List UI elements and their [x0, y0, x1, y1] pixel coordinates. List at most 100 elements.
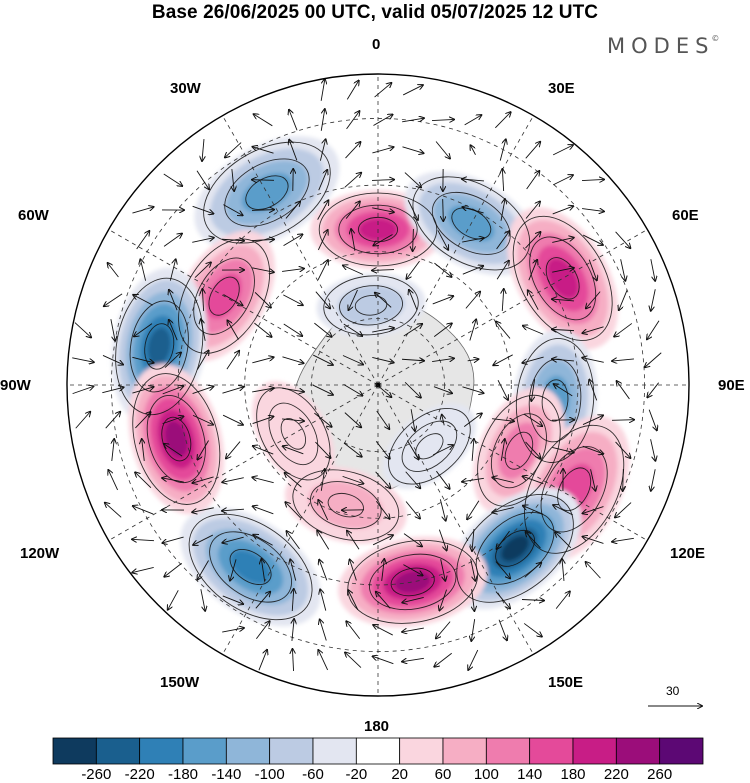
wind-arrow — [373, 625, 393, 636]
colorbar-tick-label: -260 — [81, 766, 112, 783]
wind-arrow — [317, 230, 327, 251]
wind-arrow — [222, 595, 243, 604]
stream-contour — [339, 285, 403, 326]
wind-arrow — [319, 139, 325, 161]
wind-arrow — [343, 323, 363, 336]
wind-arrow — [615, 502, 632, 518]
wind-arrow — [525, 232, 540, 249]
wind-arrow — [342, 475, 364, 483]
wind-arrow — [442, 415, 444, 426]
wind-arrow — [102, 387, 123, 394]
wind-arrow — [134, 323, 153, 337]
wind-arrow — [582, 234, 603, 245]
wind-arrow — [531, 379, 534, 401]
wind-arrow — [372, 535, 393, 546]
wind-arrow — [401, 359, 424, 361]
wind-arrow — [132, 567, 154, 572]
colorbar-swatch — [529, 737, 574, 765]
wind-arrow — [405, 501, 420, 518]
wind-arrow — [256, 621, 269, 640]
wind-arrow — [406, 260, 420, 279]
wind-arrow — [197, 560, 209, 579]
wind-arrow — [342, 355, 363, 365]
wind-arrow — [318, 500, 329, 521]
wind-arrow — [282, 269, 304, 272]
wind-arrow — [402, 627, 424, 632]
wind-arrow — [523, 326, 544, 335]
wind-arrow — [351, 229, 356, 251]
wind-arrow — [169, 320, 178, 341]
wind-arrow — [105, 503, 122, 518]
wind-arrow — [164, 444, 183, 457]
meridian-line — [222, 115, 379, 386]
wind-arrow — [502, 289, 503, 312]
stream-contour — [504, 431, 534, 470]
wind-arrow — [252, 180, 275, 181]
wind-arrow — [469, 319, 476, 341]
stream-contour — [477, 394, 561, 507]
stream-contour — [132, 373, 221, 505]
wind-arrow — [552, 299, 574, 301]
meridian-line — [222, 384, 379, 655]
wind-arrow — [132, 539, 155, 540]
wind-arrow — [376, 500, 389, 519]
lon-label-120w: 120W — [20, 545, 60, 562]
map-title: Base 26/06/2025 00 UTC, valid 05/07/2025… — [151, 2, 599, 23]
wind-arrow — [345, 142, 360, 159]
wind-arrow — [409, 290, 418, 311]
wind-arrow — [374, 83, 392, 98]
stream-contour — [390, 567, 435, 597]
wind-arrow — [74, 322, 91, 338]
wind-arrow — [261, 559, 264, 581]
wind-arrow — [226, 441, 241, 459]
wind-arrow — [562, 559, 564, 581]
wind-arrow — [222, 387, 243, 394]
wind-arrow — [142, 439, 145, 461]
colorbar-swatch — [659, 737, 704, 765]
wind-arrow — [197, 440, 209, 460]
colorbar-tick-label: -60 — [302, 766, 324, 783]
wind-arrow — [110, 319, 115, 341]
stream-contour — [524, 424, 625, 554]
wind-arrow — [440, 559, 446, 581]
meridian-line — [108, 384, 379, 541]
wind-arrow — [227, 320, 239, 340]
wind-arrow — [651, 289, 656, 311]
wind-arrow — [376, 592, 391, 609]
wind-arrow — [252, 147, 274, 154]
wind-arrow — [345, 652, 362, 668]
stream-contour — [388, 407, 471, 485]
wind-arrow — [523, 476, 544, 485]
anomaly-cell — [501, 535, 530, 562]
stream-contour — [144, 323, 175, 370]
wind-arrow — [402, 118, 424, 123]
wind-arrow — [162, 416, 184, 425]
wind-arrow — [472, 439, 474, 461]
wind-arrow — [136, 231, 150, 250]
wind-arrow — [582, 415, 603, 425]
wind-arrow — [253, 446, 274, 455]
wind-arrow — [283, 323, 302, 336]
stream-contour — [347, 539, 479, 624]
wind-arrow — [290, 559, 297, 581]
wind-arrow — [463, 413, 482, 427]
stream-contour — [203, 141, 331, 244]
wind-arrow — [283, 446, 304, 455]
wind-arrow — [525, 142, 540, 159]
wind-arrow — [375, 471, 391, 488]
wind-arrow — [470, 559, 476, 580]
wind-arrow — [431, 119, 454, 120]
stream-contour — [115, 277, 204, 416]
wind-arrow — [528, 260, 537, 281]
wind-arrow — [108, 470, 119, 491]
wind-arrow — [253, 535, 273, 546]
wind-arrow — [432, 358, 454, 361]
wind-arrow — [344, 412, 361, 428]
wind-arrow — [555, 591, 570, 609]
wind-arrow — [438, 529, 446, 551]
lon-label-30w: 30W — [170, 80, 201, 97]
wind-arrow — [525, 441, 541, 458]
wind-arrow — [318, 170, 328, 191]
wind-arrow — [164, 562, 182, 576]
stream-contour — [354, 295, 388, 316]
